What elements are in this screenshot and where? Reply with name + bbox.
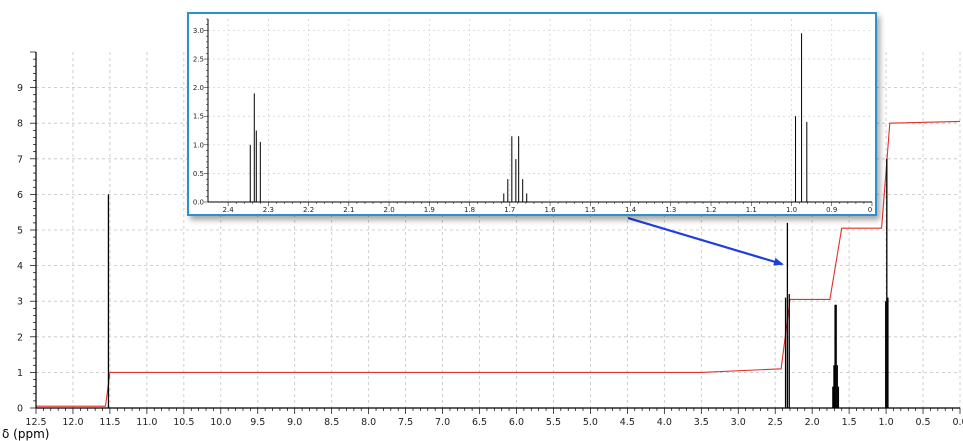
x-tick-label: 5.5 xyxy=(546,417,561,428)
inset-x-tick-label: 1.6 xyxy=(544,206,556,214)
inset-x-tick-label: 2.2 xyxy=(303,206,314,214)
y-tick-label: 3 xyxy=(17,297,23,308)
inset-zoom-panel: 2.4 2.3 2.2 2.1 2.0 1.9 1.8 1.7 1.6 1.5 1.4 1.3 1.2 1… xyxy=(187,12,877,216)
inset-x-tick-label: 2.0 xyxy=(384,206,395,214)
x-tick-label: 2.5 xyxy=(768,417,783,428)
inset-y-tick-label: 3.0 xyxy=(193,27,204,35)
zoom-arrow-line xyxy=(627,216,784,266)
inset-x-tick-label: 1.2 xyxy=(705,206,716,214)
x-tick-label: 6.0 xyxy=(509,417,524,428)
x-tick-label: 7.0 xyxy=(435,417,450,428)
y-tick-label: 8 xyxy=(17,119,23,130)
inset-x-tick-label: 2.3 xyxy=(263,206,274,214)
inset-y-tick-label: 0.0 xyxy=(193,199,204,207)
y-tick-label: 0 xyxy=(17,404,23,415)
inset-x-tick-label: 0.9 xyxy=(826,206,837,214)
inset-frame xyxy=(187,12,877,216)
x-tick-label: 5.0 xyxy=(583,417,598,428)
main-x-tick-labels: 12.5 12.0 11.5 11.0 10.5 10.0 9.5 9.0 8.5 8.0 7.5 7… xyxy=(25,417,963,428)
inset-x-tick-label: 1.7 xyxy=(504,206,515,214)
x-tick-label: 6.5 xyxy=(472,417,487,428)
x-axis-label: δ (ppm) xyxy=(2,427,49,441)
x-tick-label: 10.5 xyxy=(173,417,194,428)
inset-y-tick-label: 0.5 xyxy=(193,170,204,178)
x-tick-label: 3.0 xyxy=(731,417,746,428)
x-tick-label: 4.5 xyxy=(620,417,635,428)
x-tick-label: 9.5 xyxy=(250,417,265,428)
inset-x-tick-label: 2.4 xyxy=(223,206,235,214)
y-tick-label: 5 xyxy=(17,226,23,237)
x-tick-label: 11.0 xyxy=(136,417,157,428)
y-tick-label: 9 xyxy=(17,83,23,94)
x-tick-label: 0.5 xyxy=(915,417,930,428)
inset-x-tick-label: 1.4 xyxy=(625,206,637,214)
inset-x-tick-label: 1.3 xyxy=(665,206,676,214)
y-tick-label: 4 xyxy=(17,261,23,272)
inset-x-tick-label: 1.1 xyxy=(746,206,757,214)
y-tick-label: 2 xyxy=(17,332,23,343)
inset-x-tick-label: 1.8 xyxy=(464,206,475,214)
y-tick-label: 7 xyxy=(17,154,23,165)
y-tick-label: 1 xyxy=(17,368,23,379)
inset-x-tick-label: 1.9 xyxy=(424,206,435,214)
main-y-tick-labels: 0 1 2 3 4 5 6 7 8 9 xyxy=(17,83,23,414)
main-spectrum-peaks xyxy=(107,158,889,408)
inset-x-tick-label: 1.5 xyxy=(585,206,596,214)
inset-y-tick-label: 2.0 xyxy=(193,84,204,92)
inset-y-tick-label: 2.5 xyxy=(193,56,204,64)
x-tick-label: 8.0 xyxy=(361,417,376,428)
zoom-arrow xyxy=(627,216,784,266)
x-tick-label: 1.0 xyxy=(879,417,894,428)
main-axes xyxy=(30,51,961,414)
inset-y-tick-label: 1.0 xyxy=(193,141,204,149)
inset-x-tick-label: 0 xyxy=(868,206,872,214)
inset-y-tick-label: 1.5 xyxy=(193,113,204,121)
x-tick-label: 12.0 xyxy=(62,417,83,428)
x-tick-label: 3.5 xyxy=(694,417,709,428)
x-tick-label: 4.0 xyxy=(657,417,672,428)
y-tick-label: 6 xyxy=(17,190,23,201)
x-tick-label: 8.5 xyxy=(324,417,339,428)
inset-x-tick-label: 2.1 xyxy=(343,206,354,214)
x-tick-label: 11.5 xyxy=(99,417,120,428)
x-tick-label: 0.0 xyxy=(952,417,963,428)
x-tick-label: 12.5 xyxy=(25,417,46,428)
x-tick-label: 1.5 xyxy=(842,417,857,428)
x-tick-label: 2.0 xyxy=(805,417,820,428)
x-tick-label: 7.5 xyxy=(398,417,413,428)
inset-x-tick-label: 1.0 xyxy=(786,206,797,214)
x-tick-label: 9.0 xyxy=(287,417,302,428)
x-tick-label: 10.0 xyxy=(210,417,231,428)
